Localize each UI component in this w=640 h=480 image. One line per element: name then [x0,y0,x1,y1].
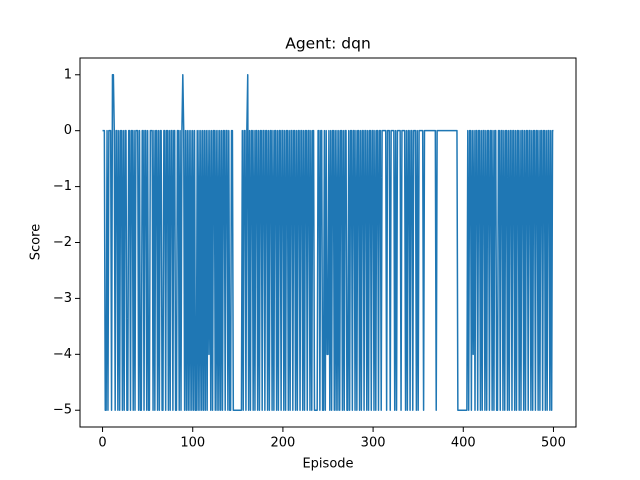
plot-frame [79,57,577,428]
x-tick-label: 400 [451,436,476,451]
x-tick-label: 500 [541,436,566,451]
x-tick-label: 300 [361,436,386,451]
y-tick-label: 1 [64,67,72,82]
y-axis-label: Score [29,224,44,260]
x-tick-label: 0 [98,436,106,451]
x-tick-label: 200 [270,436,295,451]
chart-title: Agent: dqn [285,35,371,53]
y-tick-label: −5 [53,403,72,418]
y-tick-label: −4 [53,347,72,362]
y-tick-label: 0 [64,123,72,138]
y-tick-label: −3 [53,291,72,306]
y-tick-label: −2 [53,235,72,250]
y-tick-label: −1 [53,179,72,194]
score-line [102,74,554,411]
x-axis-label: Episode [302,457,353,472]
x-tick-label: 100 [180,436,205,451]
